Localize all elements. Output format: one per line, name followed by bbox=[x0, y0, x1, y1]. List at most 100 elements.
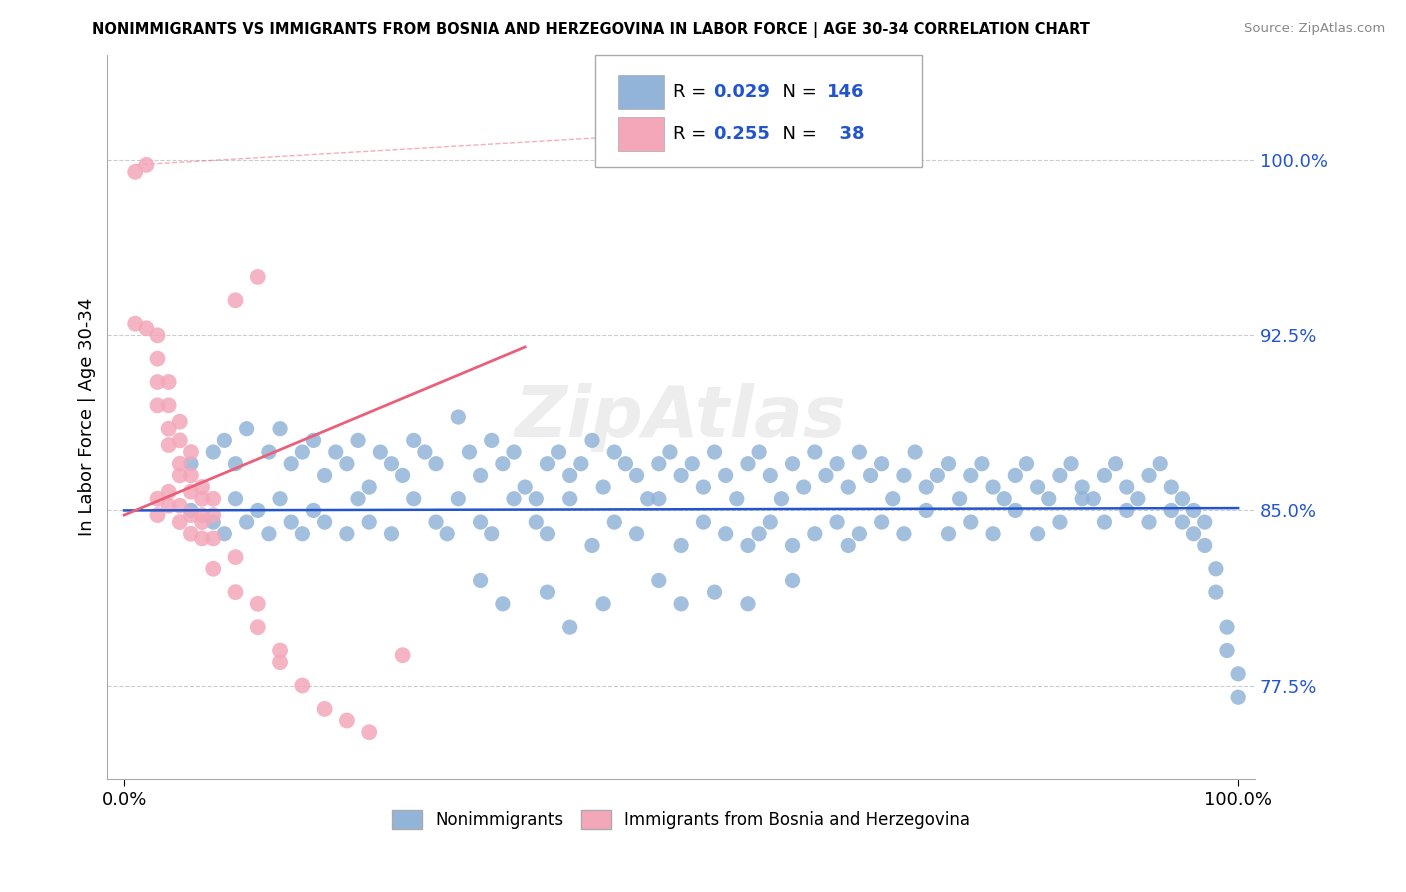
Point bbox=[748, 526, 770, 541]
Point bbox=[314, 515, 336, 529]
Text: Source: ZipAtlas.com: Source: ZipAtlas.com bbox=[1244, 22, 1385, 36]
Point bbox=[246, 503, 269, 517]
Point bbox=[224, 491, 246, 506]
Point bbox=[191, 532, 214, 546]
Point bbox=[481, 434, 503, 448]
Point bbox=[359, 480, 381, 494]
Point bbox=[280, 457, 302, 471]
Point bbox=[191, 515, 214, 529]
Point bbox=[202, 532, 225, 546]
Point bbox=[458, 445, 481, 459]
Point bbox=[1104, 457, 1126, 471]
Point bbox=[336, 714, 359, 728]
Point bbox=[425, 515, 447, 529]
Point bbox=[1137, 468, 1160, 483]
Point bbox=[558, 620, 581, 634]
Point bbox=[347, 434, 370, 448]
Point bbox=[648, 457, 671, 471]
Point bbox=[180, 508, 202, 522]
Point bbox=[1026, 526, 1049, 541]
Point bbox=[1115, 480, 1137, 494]
Point bbox=[770, 491, 793, 506]
Point bbox=[915, 480, 938, 494]
Point bbox=[269, 655, 291, 669]
Point bbox=[124, 317, 146, 331]
Point bbox=[959, 468, 981, 483]
Point bbox=[447, 491, 470, 506]
Text: NONIMMIGRANTS VS IMMIGRANTS FROM BOSNIA AND HERZEGOVINA IN LABOR FORCE | AGE 30-: NONIMMIGRANTS VS IMMIGRANTS FROM BOSNIA … bbox=[91, 22, 1090, 38]
Point bbox=[481, 526, 503, 541]
Point bbox=[1126, 491, 1149, 506]
Point bbox=[1137, 515, 1160, 529]
Point bbox=[124, 165, 146, 179]
Point bbox=[280, 515, 302, 529]
Point bbox=[669, 538, 692, 552]
Point bbox=[737, 457, 759, 471]
Point bbox=[737, 538, 759, 552]
Point bbox=[938, 457, 960, 471]
Text: 0.255: 0.255 bbox=[713, 125, 770, 143]
Point bbox=[314, 468, 336, 483]
Point bbox=[169, 434, 191, 448]
Point bbox=[1149, 457, 1171, 471]
Point bbox=[825, 457, 848, 471]
Point bbox=[246, 269, 269, 284]
Point bbox=[402, 491, 425, 506]
Point bbox=[882, 491, 904, 506]
Point bbox=[1216, 643, 1239, 657]
Point bbox=[1049, 468, 1071, 483]
Point bbox=[146, 375, 169, 389]
Point bbox=[257, 526, 280, 541]
Point bbox=[180, 457, 202, 471]
Point bbox=[257, 445, 280, 459]
Point bbox=[135, 321, 157, 335]
Point bbox=[626, 526, 648, 541]
Point bbox=[302, 503, 325, 517]
Point bbox=[291, 445, 314, 459]
Point bbox=[359, 515, 381, 529]
Point bbox=[1216, 620, 1239, 634]
Point bbox=[927, 468, 949, 483]
Point bbox=[782, 538, 804, 552]
Point bbox=[547, 445, 569, 459]
Point bbox=[626, 468, 648, 483]
Point bbox=[848, 445, 870, 459]
Point bbox=[402, 434, 425, 448]
Point bbox=[235, 422, 257, 436]
Point bbox=[191, 480, 214, 494]
Point bbox=[1182, 526, 1205, 541]
Point bbox=[146, 491, 169, 506]
Point bbox=[214, 434, 236, 448]
Point bbox=[1194, 515, 1216, 529]
Text: R =: R = bbox=[673, 125, 711, 143]
Point bbox=[793, 480, 815, 494]
Point bbox=[1171, 491, 1194, 506]
Point bbox=[837, 538, 859, 552]
Point bbox=[269, 491, 291, 506]
Point bbox=[470, 574, 492, 588]
Point bbox=[592, 597, 614, 611]
Point bbox=[970, 457, 993, 471]
Point bbox=[524, 515, 547, 529]
Text: 38: 38 bbox=[827, 125, 865, 143]
Point bbox=[703, 585, 725, 599]
Point bbox=[581, 538, 603, 552]
Point bbox=[157, 484, 180, 499]
Point bbox=[202, 491, 225, 506]
Point bbox=[202, 445, 225, 459]
Point bbox=[269, 643, 291, 657]
Point bbox=[146, 398, 169, 412]
Point bbox=[692, 480, 714, 494]
Point bbox=[748, 445, 770, 459]
Point bbox=[157, 438, 180, 452]
Y-axis label: In Labor Force | Age 30-34: In Labor Force | Age 30-34 bbox=[79, 298, 96, 536]
Point bbox=[503, 491, 526, 506]
Point bbox=[214, 526, 236, 541]
Point bbox=[425, 457, 447, 471]
Point bbox=[224, 457, 246, 471]
Point bbox=[1094, 515, 1116, 529]
Point bbox=[391, 648, 413, 663]
Point bbox=[169, 457, 191, 471]
Point bbox=[893, 468, 915, 483]
Point bbox=[380, 457, 402, 471]
